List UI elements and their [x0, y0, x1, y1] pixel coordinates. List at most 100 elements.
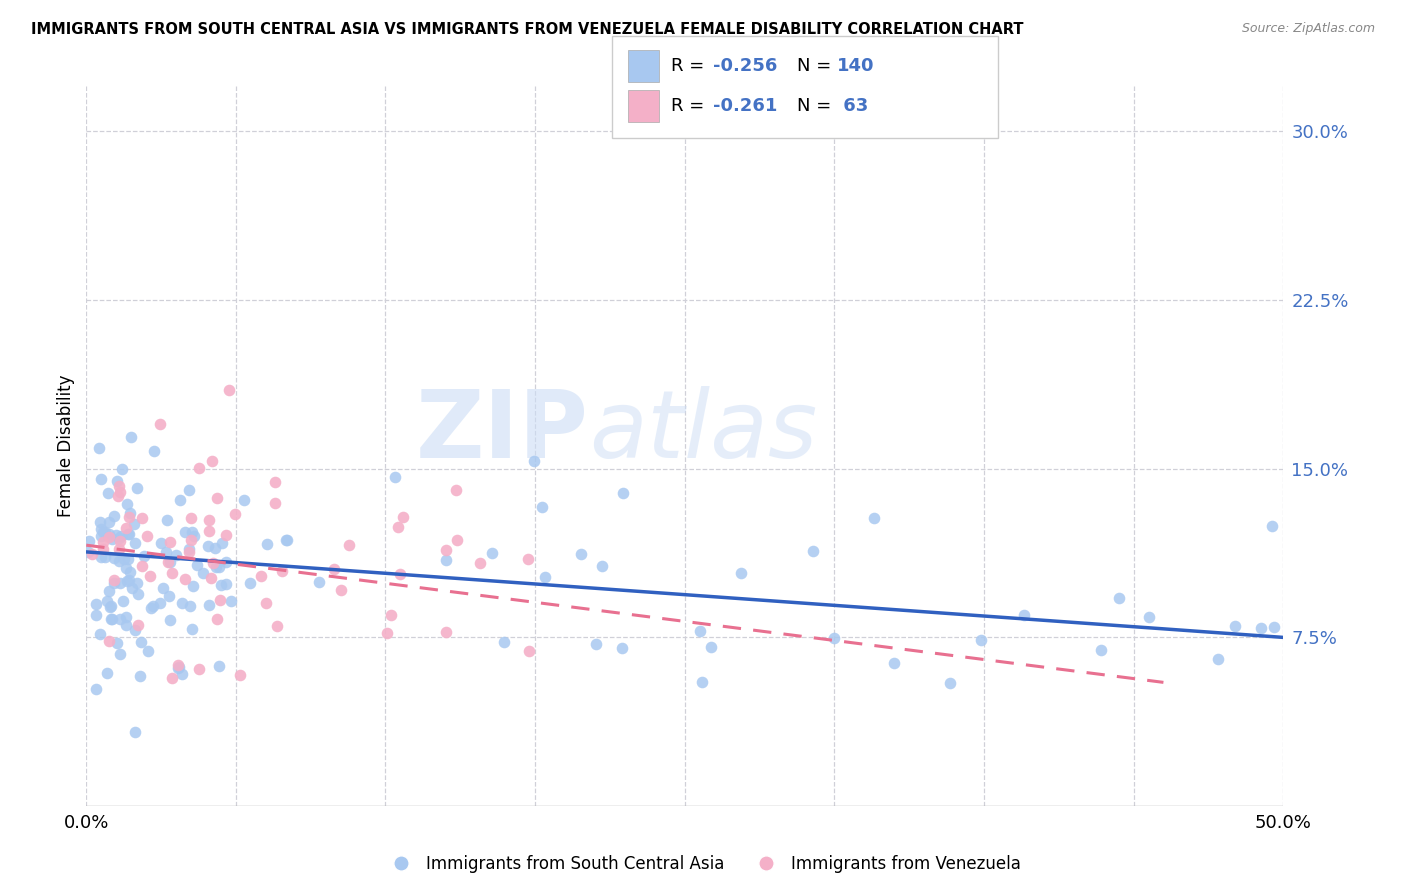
- Point: [862, 511, 884, 525]
- Point: [89, 515, 111, 529]
- Point: [90, 472, 112, 486]
- Point: [308, 574, 330, 589]
- Point: [468, 556, 491, 570]
- Point: [90, 529, 112, 543]
- Point: [84, 597, 107, 611]
- Point: [172, 596, 194, 610]
- Point: [612, 640, 634, 655]
- Point: [232, 492, 254, 507]
- Point: [1137, 610, 1160, 624]
- Point: [169, 493, 191, 508]
- Point: [188, 662, 211, 676]
- Point: [97, 515, 120, 529]
- Point: [446, 533, 468, 548]
- Point: [96, 594, 118, 608]
- Point: [391, 510, 413, 524]
- Point: [263, 496, 285, 510]
- Point: [112, 552, 135, 566]
- Point: [127, 587, 149, 601]
- Point: [155, 545, 177, 559]
- Point: [444, 483, 467, 498]
- Point: [181, 579, 204, 593]
- Point: [239, 576, 262, 591]
- Point: [115, 574, 138, 588]
- Point: [108, 478, 131, 492]
- Point: [198, 513, 221, 527]
- Point: [118, 573, 141, 587]
- Point: [215, 577, 238, 591]
- Point: [107, 636, 129, 650]
- Point: [481, 546, 503, 560]
- Point: [127, 481, 149, 495]
- Point: [274, 533, 297, 547]
- Point: [76, 545, 98, 559]
- Point: [111, 594, 134, 608]
- Point: [970, 632, 993, 647]
- Point: [115, 521, 138, 535]
- Point: [276, 533, 298, 547]
- Point: [1208, 652, 1230, 666]
- Point: [174, 525, 197, 540]
- Point: [323, 562, 346, 576]
- Point: [174, 572, 197, 586]
- Point: [380, 607, 402, 622]
- Point: [120, 565, 142, 579]
- Point: [142, 599, 165, 613]
- Point: [159, 534, 181, 549]
- Point: [215, 527, 238, 541]
- Point: [179, 542, 201, 557]
- Point: [118, 506, 141, 520]
- Point: [264, 475, 287, 489]
- Point: [100, 612, 122, 626]
- Point: [250, 569, 273, 583]
- Point: [108, 484, 131, 499]
- Point: [114, 561, 136, 575]
- Point: [197, 540, 219, 554]
- Point: [157, 590, 180, 604]
- Point: [136, 529, 159, 543]
- Point: [522, 454, 544, 468]
- Point: [86, 607, 108, 622]
- Point: [117, 552, 139, 566]
- Point: [205, 612, 228, 626]
- Point: [271, 565, 294, 579]
- Text: -0.256: -0.256: [713, 57, 778, 75]
- Point: [87, 441, 110, 455]
- Point: [689, 624, 711, 638]
- Text: 140: 140: [837, 57, 875, 75]
- Point: [517, 551, 540, 566]
- Point: [129, 669, 152, 683]
- Point: [91, 542, 114, 557]
- Text: N =: N =: [797, 97, 837, 115]
- Point: [1263, 620, 1285, 634]
- Point: [209, 578, 232, 592]
- Point: [204, 541, 226, 556]
- Point: [150, 536, 173, 550]
- Text: Source: ZipAtlas.com: Source: ZipAtlas.com: [1241, 22, 1375, 36]
- Point: [221, 594, 243, 608]
- Point: [118, 527, 141, 541]
- Point: [1250, 621, 1272, 635]
- Point: [100, 599, 122, 613]
- Point: [84, 681, 107, 696]
- Point: [134, 549, 156, 563]
- Point: [218, 383, 240, 397]
- Text: R =: R =: [671, 97, 710, 115]
- Point: [183, 529, 205, 543]
- Point: [98, 600, 121, 615]
- Point: [114, 618, 136, 632]
- Point: [107, 489, 129, 503]
- Point: [201, 454, 224, 468]
- Point: [166, 657, 188, 672]
- Text: ZIP: ZIP: [416, 386, 589, 478]
- Point: [1223, 619, 1246, 633]
- Point: [103, 508, 125, 523]
- Point: [122, 517, 145, 532]
- Point: [136, 644, 159, 658]
- Point: [208, 659, 231, 673]
- Point: [108, 647, 131, 661]
- Text: -0.261: -0.261: [713, 97, 778, 115]
- Point: [186, 558, 208, 573]
- Point: [690, 674, 713, 689]
- Point: [127, 617, 149, 632]
